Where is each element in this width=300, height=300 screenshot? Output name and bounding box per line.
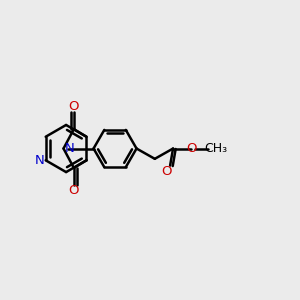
Text: CH₃: CH₃: [205, 142, 228, 155]
Text: O: O: [69, 184, 79, 197]
Text: O: O: [186, 142, 196, 155]
Text: N: N: [65, 142, 75, 155]
Text: N: N: [34, 154, 44, 167]
Text: O: O: [161, 165, 172, 178]
Text: O: O: [69, 100, 79, 113]
